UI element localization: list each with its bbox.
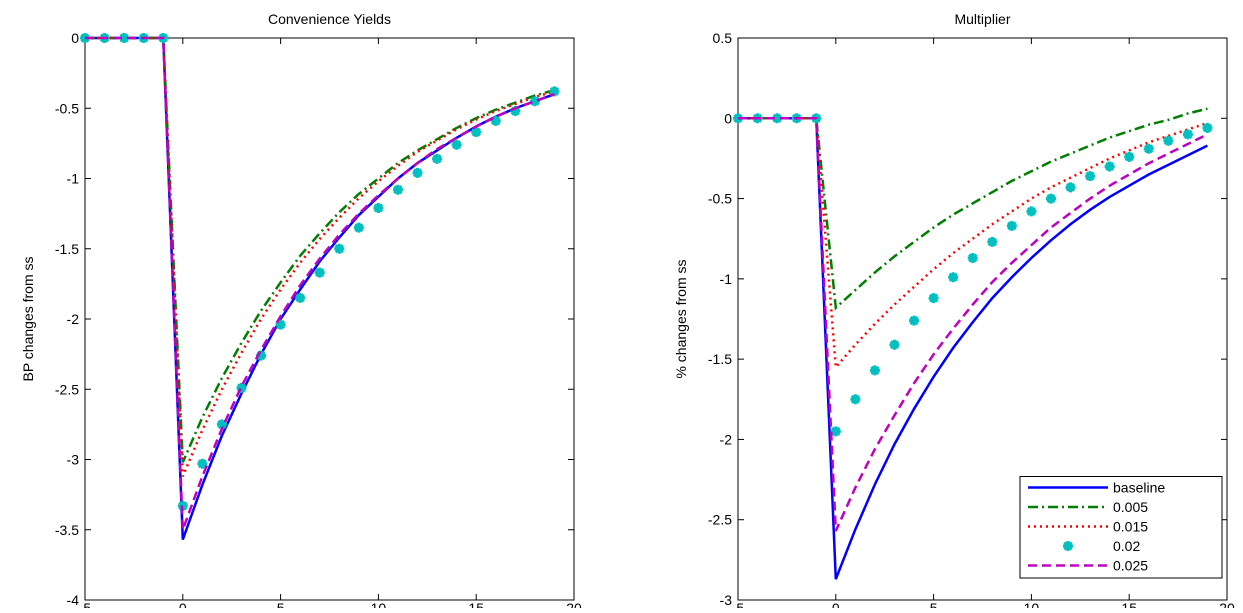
data-marker [909,315,920,326]
y-tick-label: -2.5 [55,381,79,397]
data-marker [1182,129,1193,140]
x-tick-label: 5 [930,600,938,608]
series-line [85,36,555,463]
series-line [738,117,1208,532]
legend-label: 0.025 [1113,558,1148,574]
x-tick-label: 10 [1024,600,1040,608]
series-line [738,107,1208,311]
x-tick-label: 20 [1219,600,1235,608]
chart-title: Multiplier [954,11,1010,27]
data-marker [275,319,286,330]
x-tick-label: 5 [277,600,285,608]
series-line [85,36,555,531]
legend-label: 0.02 [1113,538,1140,554]
y-tick-label: -3.5 [55,522,79,538]
y-tick-label: 0 [724,110,732,126]
data-marker [529,96,540,107]
y-tick-label: -2 [67,311,80,327]
x-tick-label: 0 [832,600,840,608]
y-tick-label: 0 [71,30,79,46]
legend-swatch [1063,541,1073,551]
y-tick-label: -1.5 [708,351,732,367]
data-marker [928,293,939,304]
data-marker [373,203,384,214]
y-axis-label: % changes from ss [673,259,689,378]
legend-label: 0.015 [1113,519,1148,535]
data-marker [1143,143,1154,154]
data-marker [451,139,462,150]
data-marker [490,115,501,126]
y-tick-label: -1 [67,171,80,187]
data-marker [334,243,345,254]
data-marker [119,33,130,43]
y-tick-label: -0.5 [55,100,79,116]
data-marker [1085,171,1096,182]
data-marker [850,394,861,405]
data-marker [772,113,783,124]
data-marker [987,236,998,247]
data-marker [1104,161,1115,172]
data-marker [948,272,959,283]
x-tick-label: 20 [566,600,582,608]
data-marker [432,153,443,164]
y-tick-label: 0.5 [713,30,733,46]
data-marker [1202,122,1213,133]
data-marker [967,252,978,263]
data-marker [197,458,208,469]
data-marker [1006,220,1017,231]
data-marker [1045,193,1056,204]
data-marker [256,350,267,361]
x-tick-label: -5 [79,600,92,608]
x-tick-label: -5 [732,600,745,608]
x-tick-label: 15 [468,600,484,608]
data-marker [1163,135,1174,146]
data-marker [236,382,247,393]
x-tick-label: 0 [179,600,187,608]
y-tick-label: -2.5 [708,512,732,528]
data-marker [392,184,403,195]
x-tick-label: 10 [371,600,387,608]
data-marker [869,365,880,376]
y-axis-label: BP changes from ss [20,256,36,381]
chart-title: Convenience Yields [268,11,391,27]
data-marker [830,426,841,437]
legend-label: 0.005 [1113,499,1148,515]
subplot: Convenience Yields BP changes from ss -5 0 5… [20,11,582,613]
data-marker [549,86,560,97]
data-marker [353,222,364,233]
legend-label: baseline [1113,480,1165,496]
data-marker [412,167,423,178]
data-marker [889,339,900,350]
data-marker [314,267,325,278]
subplot: Multiplier % changes from ss -5 0 5 10 15 20 -3 -… [673,11,1235,613]
y-tick-label: -3 [67,452,80,468]
data-marker [471,127,482,138]
data-marker [1065,182,1076,193]
data-marker [216,419,227,430]
y-tick-label: -2 [720,431,733,447]
y-tick-label: -3 [720,592,733,608]
data-marker [510,106,521,117]
data-marker [1026,206,1037,217]
data-marker [295,292,306,303]
x-tick-label: 15 [1121,600,1137,608]
y-tick-label: -1.5 [55,241,79,257]
y-tick-label: -1 [720,271,733,287]
data-marker [1124,151,1135,162]
y-tick-label: -4 [67,592,80,608]
y-tick-label: -0.5 [708,191,732,207]
